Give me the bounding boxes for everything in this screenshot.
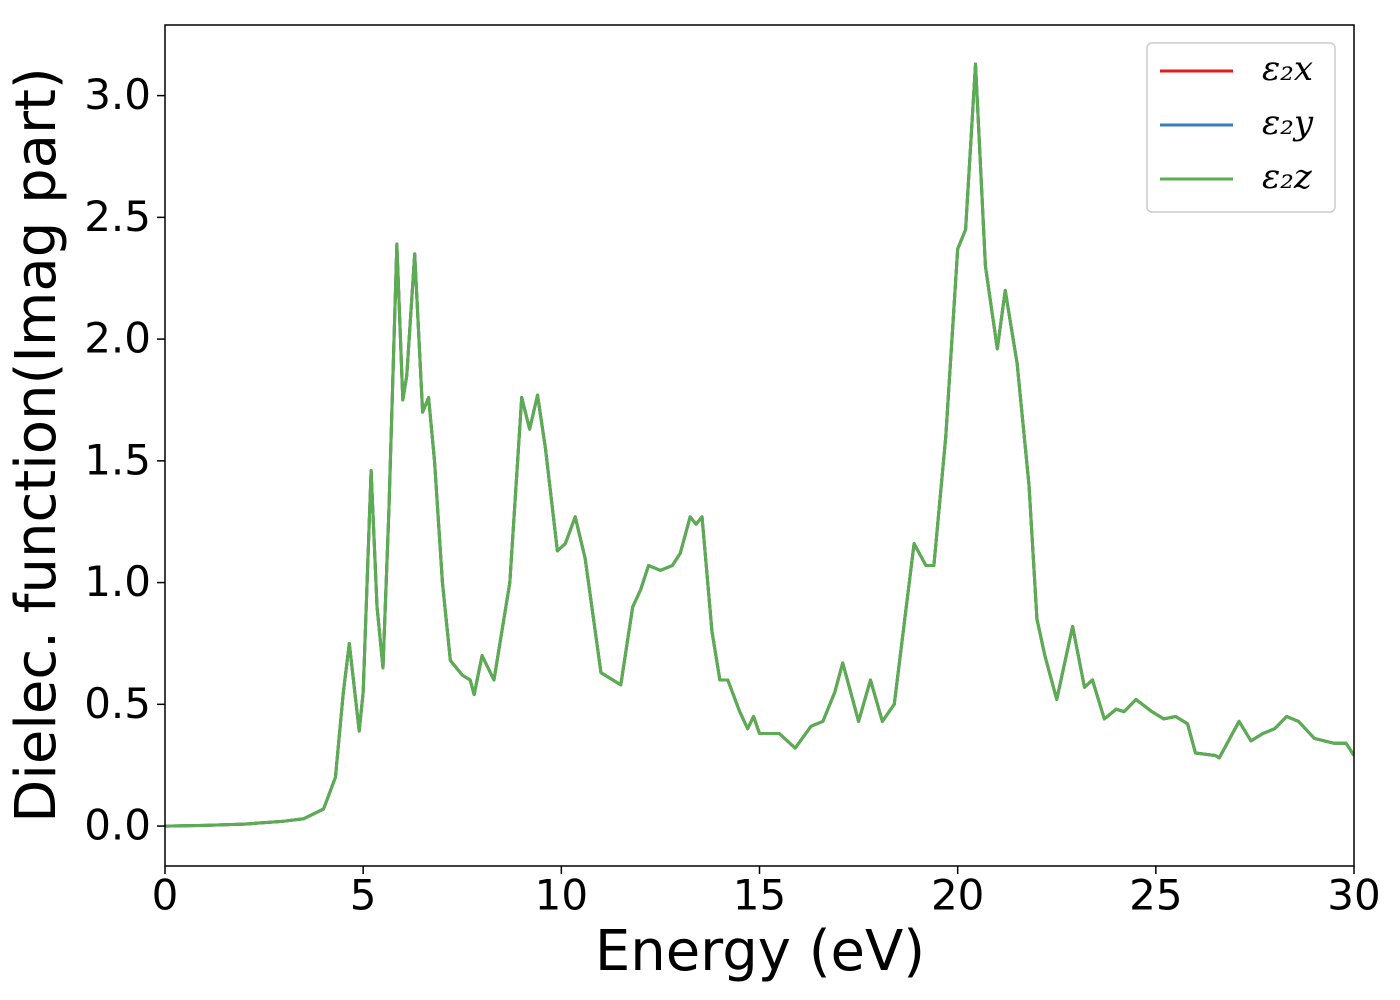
y-tick-label: 3.0 [84, 70, 151, 119]
x-tick-label: 15 [733, 871, 786, 920]
legend-box [1146, 42, 1336, 213]
series-line [165, 62, 1354, 828]
x-tick-label: 10 [535, 871, 588, 920]
legend-label: ε₂y [1262, 103, 1314, 143]
x-tick-label: 5 [350, 871, 377, 920]
plot-frame [164, 24, 1355, 867]
y-tick-label: 2.5 [84, 192, 151, 241]
x-tick-label: 20 [931, 871, 984, 920]
y-tick-label: 0.0 [84, 801, 151, 850]
y-tick-label: 1.0 [84, 557, 151, 606]
x-tick-label: 0 [152, 871, 179, 920]
y-axis-label: Dielec. function(Imag part) [4, 67, 69, 823]
y-tick-label: 1.5 [84, 435, 151, 484]
legend-label: ε₂x [1262, 49, 1313, 89]
y-tick-label: 0.5 [84, 679, 151, 728]
y-tick-label: 2.0 [84, 314, 151, 363]
legend-label: ε₂z [1262, 157, 1313, 197]
x-tick-label: 25 [1129, 871, 1182, 920]
x-axis-label: Energy (eV) [595, 919, 925, 984]
x-tick-label: 30 [1327, 871, 1380, 920]
